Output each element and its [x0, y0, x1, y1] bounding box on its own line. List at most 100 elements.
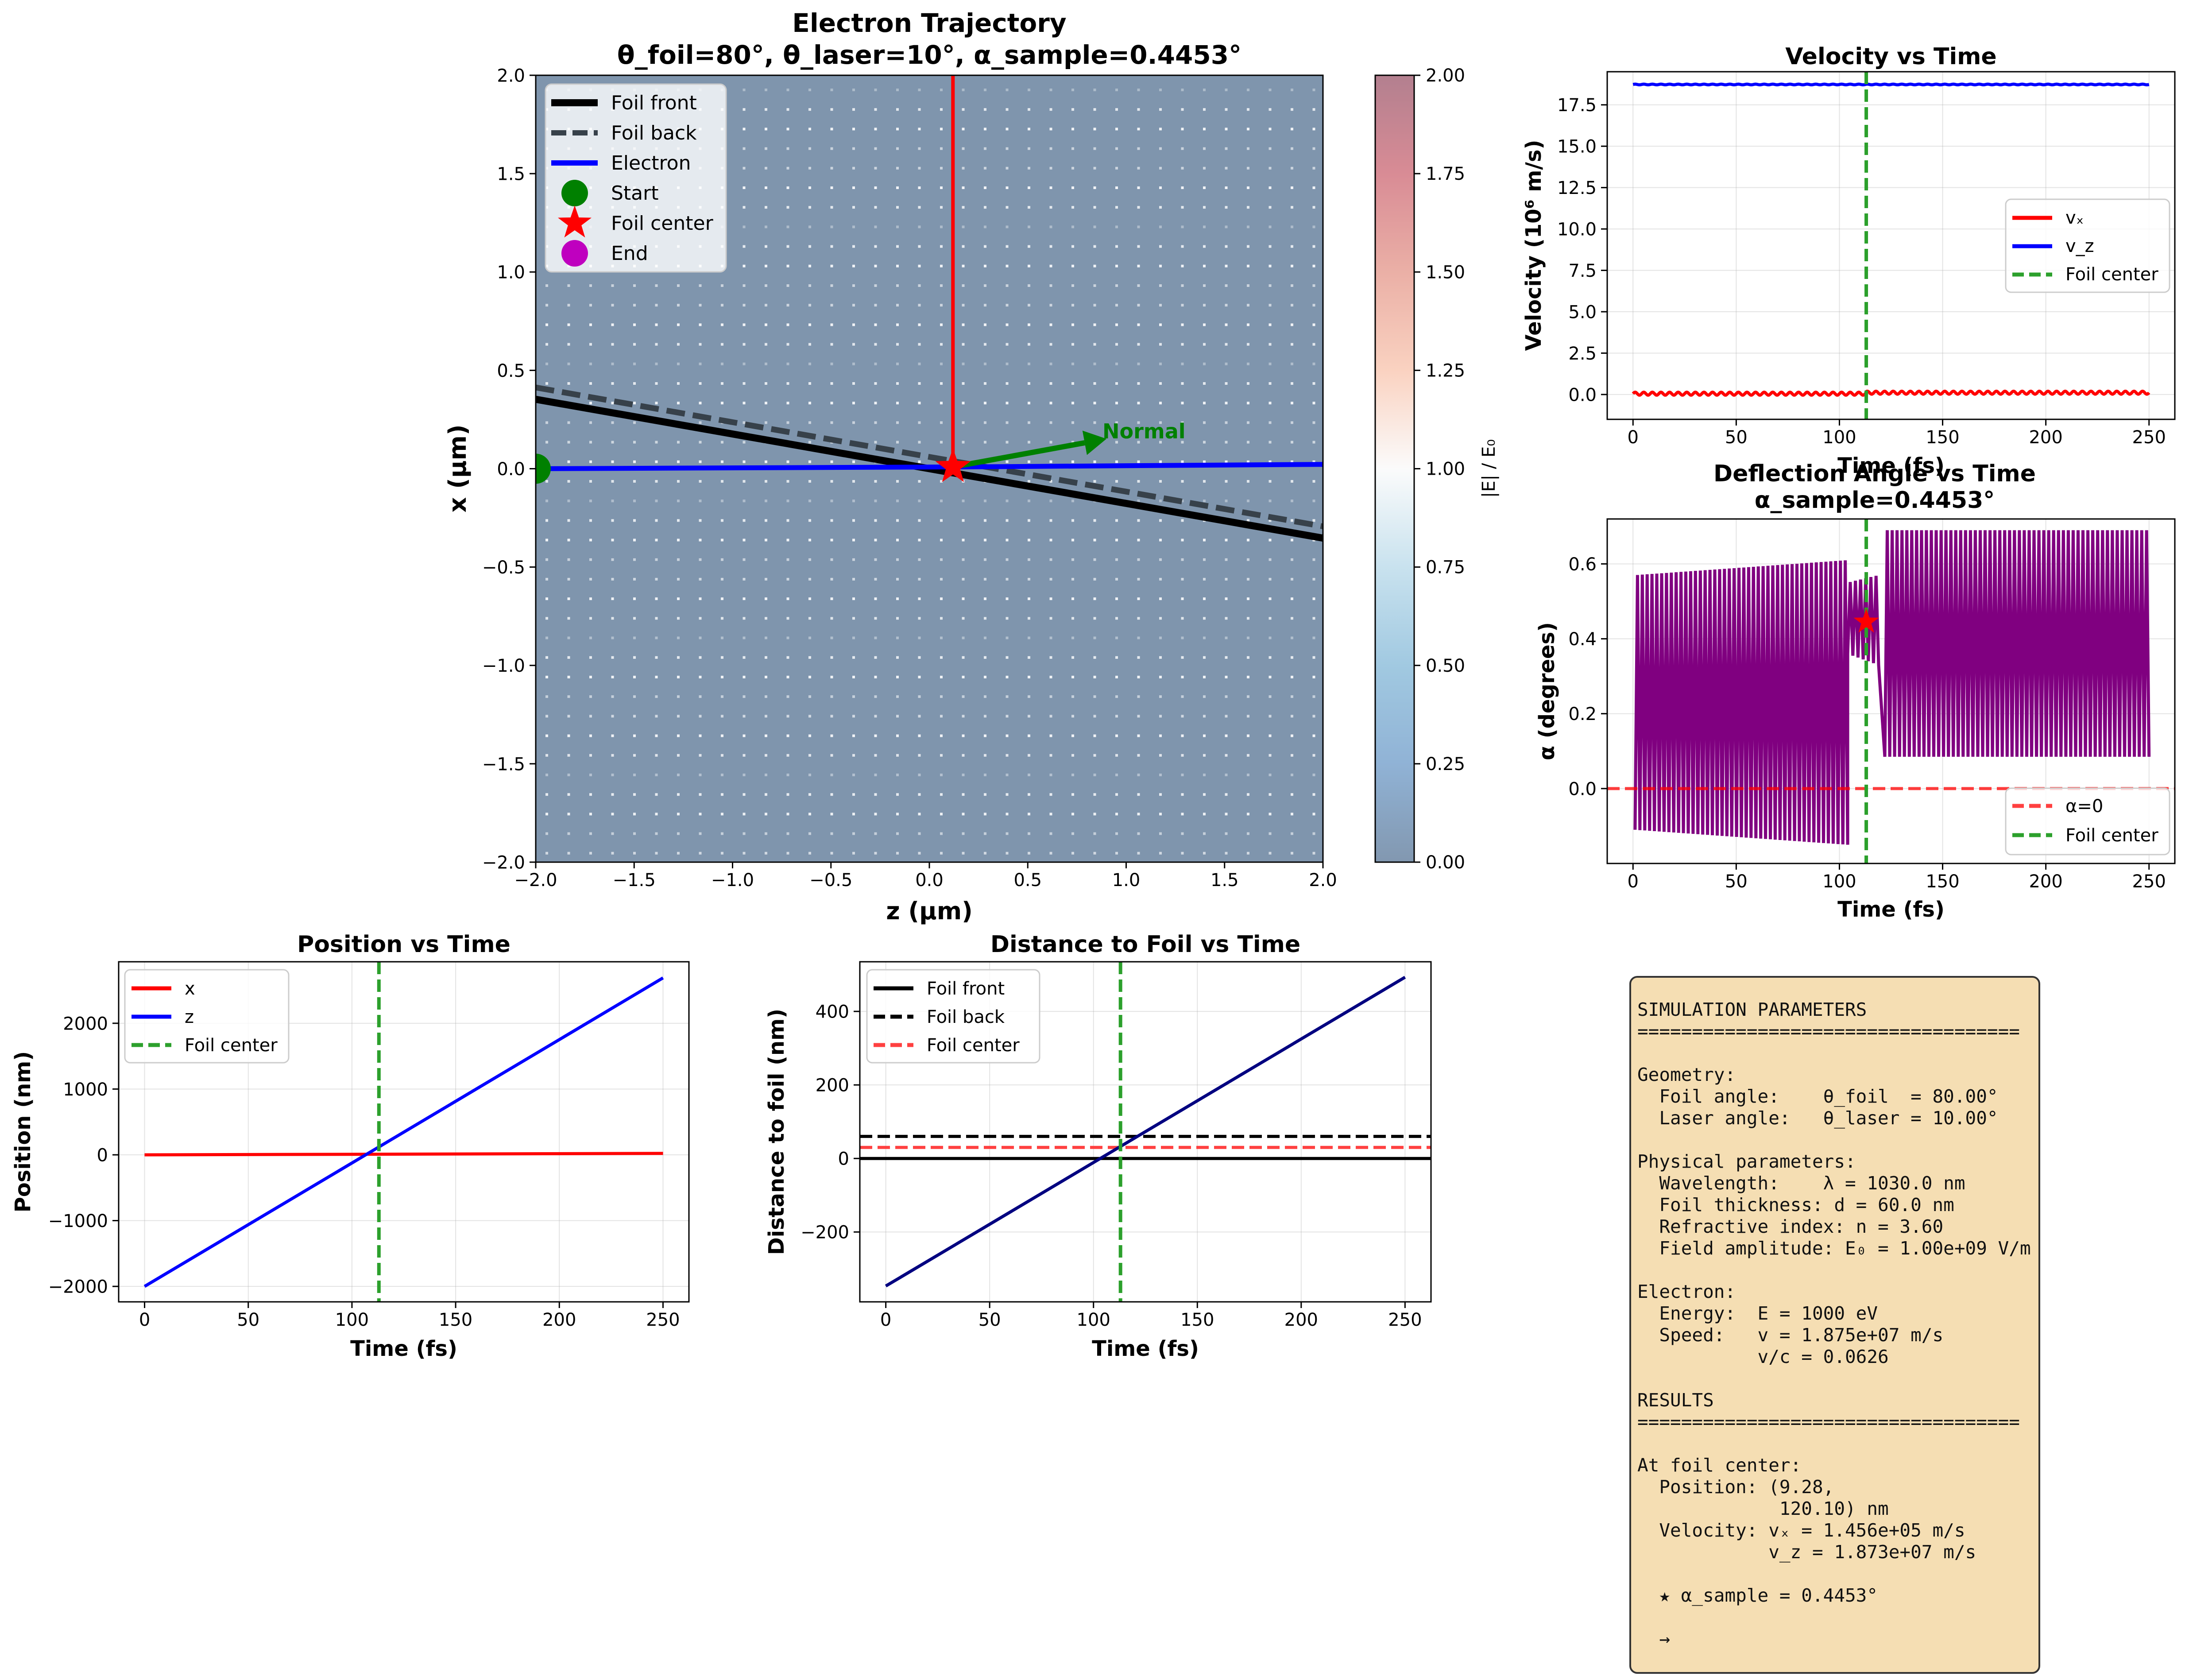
field-dot — [830, 832, 833, 835]
field-dot — [1071, 402, 1074, 405]
field-dot — [962, 323, 965, 326]
field-dot — [589, 617, 592, 620]
field-dot — [984, 147, 986, 150]
field-dot — [633, 519, 636, 522]
field-dot — [677, 636, 680, 639]
field-dot — [852, 147, 855, 150]
field-dot — [1247, 147, 1249, 150]
field-dot — [918, 597, 921, 600]
parameter-line: Speed: v = 1.875e+07 m/s — [1637, 1324, 1944, 1346]
field-dot — [786, 89, 789, 91]
field-dot — [1247, 264, 1249, 267]
field-dot — [1093, 245, 1096, 248]
field-dot — [1225, 852, 1228, 855]
field-dot — [830, 793, 833, 796]
parameter-line: Velocity: vₓ = 1.456e+05 m/s — [1637, 1520, 1965, 1541]
field-dot — [1049, 597, 1052, 600]
field-dot — [1049, 323, 1052, 326]
field-dot — [786, 186, 789, 189]
field-dot — [786, 284, 789, 287]
field-dot — [1181, 402, 1184, 405]
field-dot — [1291, 128, 1293, 131]
field-dot — [1006, 656, 1009, 659]
field-dot — [1137, 832, 1140, 835]
field-dot — [1181, 304, 1184, 307]
field-dot — [1181, 441, 1184, 444]
field-dot — [589, 813, 592, 816]
legend-z: z — [185, 1007, 194, 1027]
field-dot — [1312, 382, 1315, 385]
field-dot — [1181, 343, 1184, 346]
field-dot — [786, 832, 789, 835]
y-tick-label: 10.0 — [1557, 220, 1597, 240]
field-dot — [1291, 695, 1293, 698]
legend-foil-center: Foil center — [185, 1035, 278, 1056]
field-dot — [1159, 813, 1162, 816]
field-dot — [962, 343, 965, 346]
field-dot — [1006, 402, 1009, 405]
parameter-line: RESULTS — [1637, 1390, 1714, 1411]
field-dot — [1006, 754, 1009, 757]
field-dot — [1291, 499, 1293, 503]
field-dot — [918, 186, 921, 189]
field-dot — [1225, 225, 1228, 228]
field-dot — [940, 108, 943, 111]
field-dot — [940, 676, 943, 678]
field-dot — [1203, 656, 1206, 659]
field-dot — [1006, 441, 1009, 444]
field-dot — [1225, 617, 1228, 620]
field-dot — [1071, 538, 1074, 542]
field-dot — [1115, 89, 1118, 91]
field-dot — [896, 166, 899, 170]
field-dot — [786, 656, 789, 659]
field-dot — [1291, 206, 1293, 209]
field-dot — [896, 499, 899, 503]
field-dot — [1071, 284, 1074, 287]
field-dot — [1291, 264, 1293, 267]
field-dot — [1247, 852, 1249, 855]
foil-center-star — [935, 448, 971, 482]
field-dot — [1115, 128, 1118, 131]
field-dot — [918, 852, 921, 855]
y-tick-label: 12.5 — [1557, 178, 1597, 198]
x-tick-label: 0 — [880, 1310, 891, 1330]
field-dot — [1247, 323, 1249, 326]
field-dot — [633, 578, 636, 581]
field-dot — [743, 558, 746, 561]
field-dot — [962, 402, 965, 405]
field-dot — [918, 636, 921, 639]
field-dot — [699, 578, 702, 581]
field-dot — [786, 676, 789, 678]
field-dot — [874, 304, 877, 307]
field-dot — [1137, 343, 1140, 346]
field-dot — [1137, 362, 1140, 365]
field-dot — [830, 402, 833, 405]
field-dot — [786, 382, 789, 385]
field-dot — [940, 734, 943, 737]
field-dot — [567, 382, 570, 385]
field-dot — [1028, 578, 1030, 581]
field-dot — [567, 734, 570, 737]
field-dot — [1159, 499, 1162, 503]
field-dot — [1071, 343, 1074, 346]
field-dot — [633, 304, 636, 307]
field-dot — [1312, 774, 1315, 776]
field-dot — [1312, 636, 1315, 639]
parameter-line: Field amplitude: E₀ = 1.00e+09 V/m — [1637, 1238, 2031, 1259]
field-dot — [1028, 343, 1030, 346]
field-dot — [1093, 715, 1096, 718]
field-dot — [1225, 813, 1228, 816]
field-dot — [1137, 852, 1140, 855]
normal-arrow-head — [1082, 430, 1107, 455]
field-dot — [830, 343, 833, 346]
field-dot — [962, 793, 965, 796]
field-dot — [852, 166, 855, 170]
field-dot — [786, 343, 789, 346]
field-dot — [1247, 304, 1249, 307]
field-dot — [1312, 147, 1315, 150]
field-dot — [1115, 323, 1118, 326]
field-dot — [699, 813, 702, 816]
field-dot — [984, 636, 986, 639]
field-dot — [765, 538, 767, 542]
x-tick-label: 200 — [1284, 1310, 1318, 1330]
